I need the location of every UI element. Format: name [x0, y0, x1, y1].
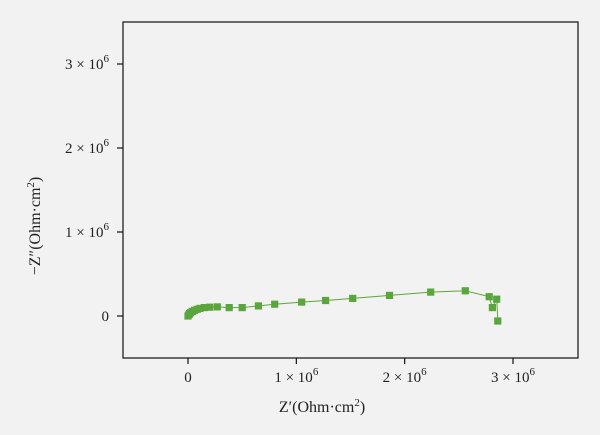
axes: 0 1 × 106 2 × 106 3 × 106 0 1 × 106 2 × 106 3 ×…: [65, 53, 535, 386]
data-point: [238, 304, 246, 312]
x-tick-label: 2 × 106: [383, 366, 427, 386]
data-point: [349, 294, 357, 302]
data-point: [271, 300, 279, 308]
data-point: [461, 287, 469, 295]
data-point: [298, 298, 306, 306]
data-point: [206, 303, 214, 311]
data-point: [385, 291, 394, 299]
data-point: [493, 295, 501, 303]
series-layer: [184, 287, 502, 325]
y-axis-label: −Z″(Ohm·cm2): [25, 177, 44, 276]
y-tick-label: 3 × 106: [65, 53, 109, 73]
data-point: [254, 302, 262, 310]
y-tick-label: 1 × 106: [65, 221, 109, 241]
series-line: [187, 290, 499, 322]
data-point: [427, 288, 435, 296]
data-point: [213, 303, 221, 311]
x-tick-label: 1 × 106: [274, 366, 318, 386]
y-tick-label: 0: [102, 309, 110, 325]
x-tick-label: 0: [184, 370, 192, 386]
x-axis-label: Z′(Ohm·cm2): [279, 397, 365, 416]
data-point: [485, 293, 493, 301]
data-point: [488, 304, 496, 312]
data-point: [322, 296, 330, 305]
x-axis-label-sup: 2: [354, 397, 360, 409]
data-point: [494, 317, 502, 325]
y-tick-label: 2 × 106: [65, 137, 109, 157]
x-tick-label: 3 × 106: [491, 366, 535, 386]
data-point: [225, 304, 233, 312]
y-axis-label-sup: 2: [25, 182, 37, 188]
data-point: [196, 304, 204, 312]
data-point: [200, 304, 208, 312]
plot-frame: [122, 21, 579, 359]
